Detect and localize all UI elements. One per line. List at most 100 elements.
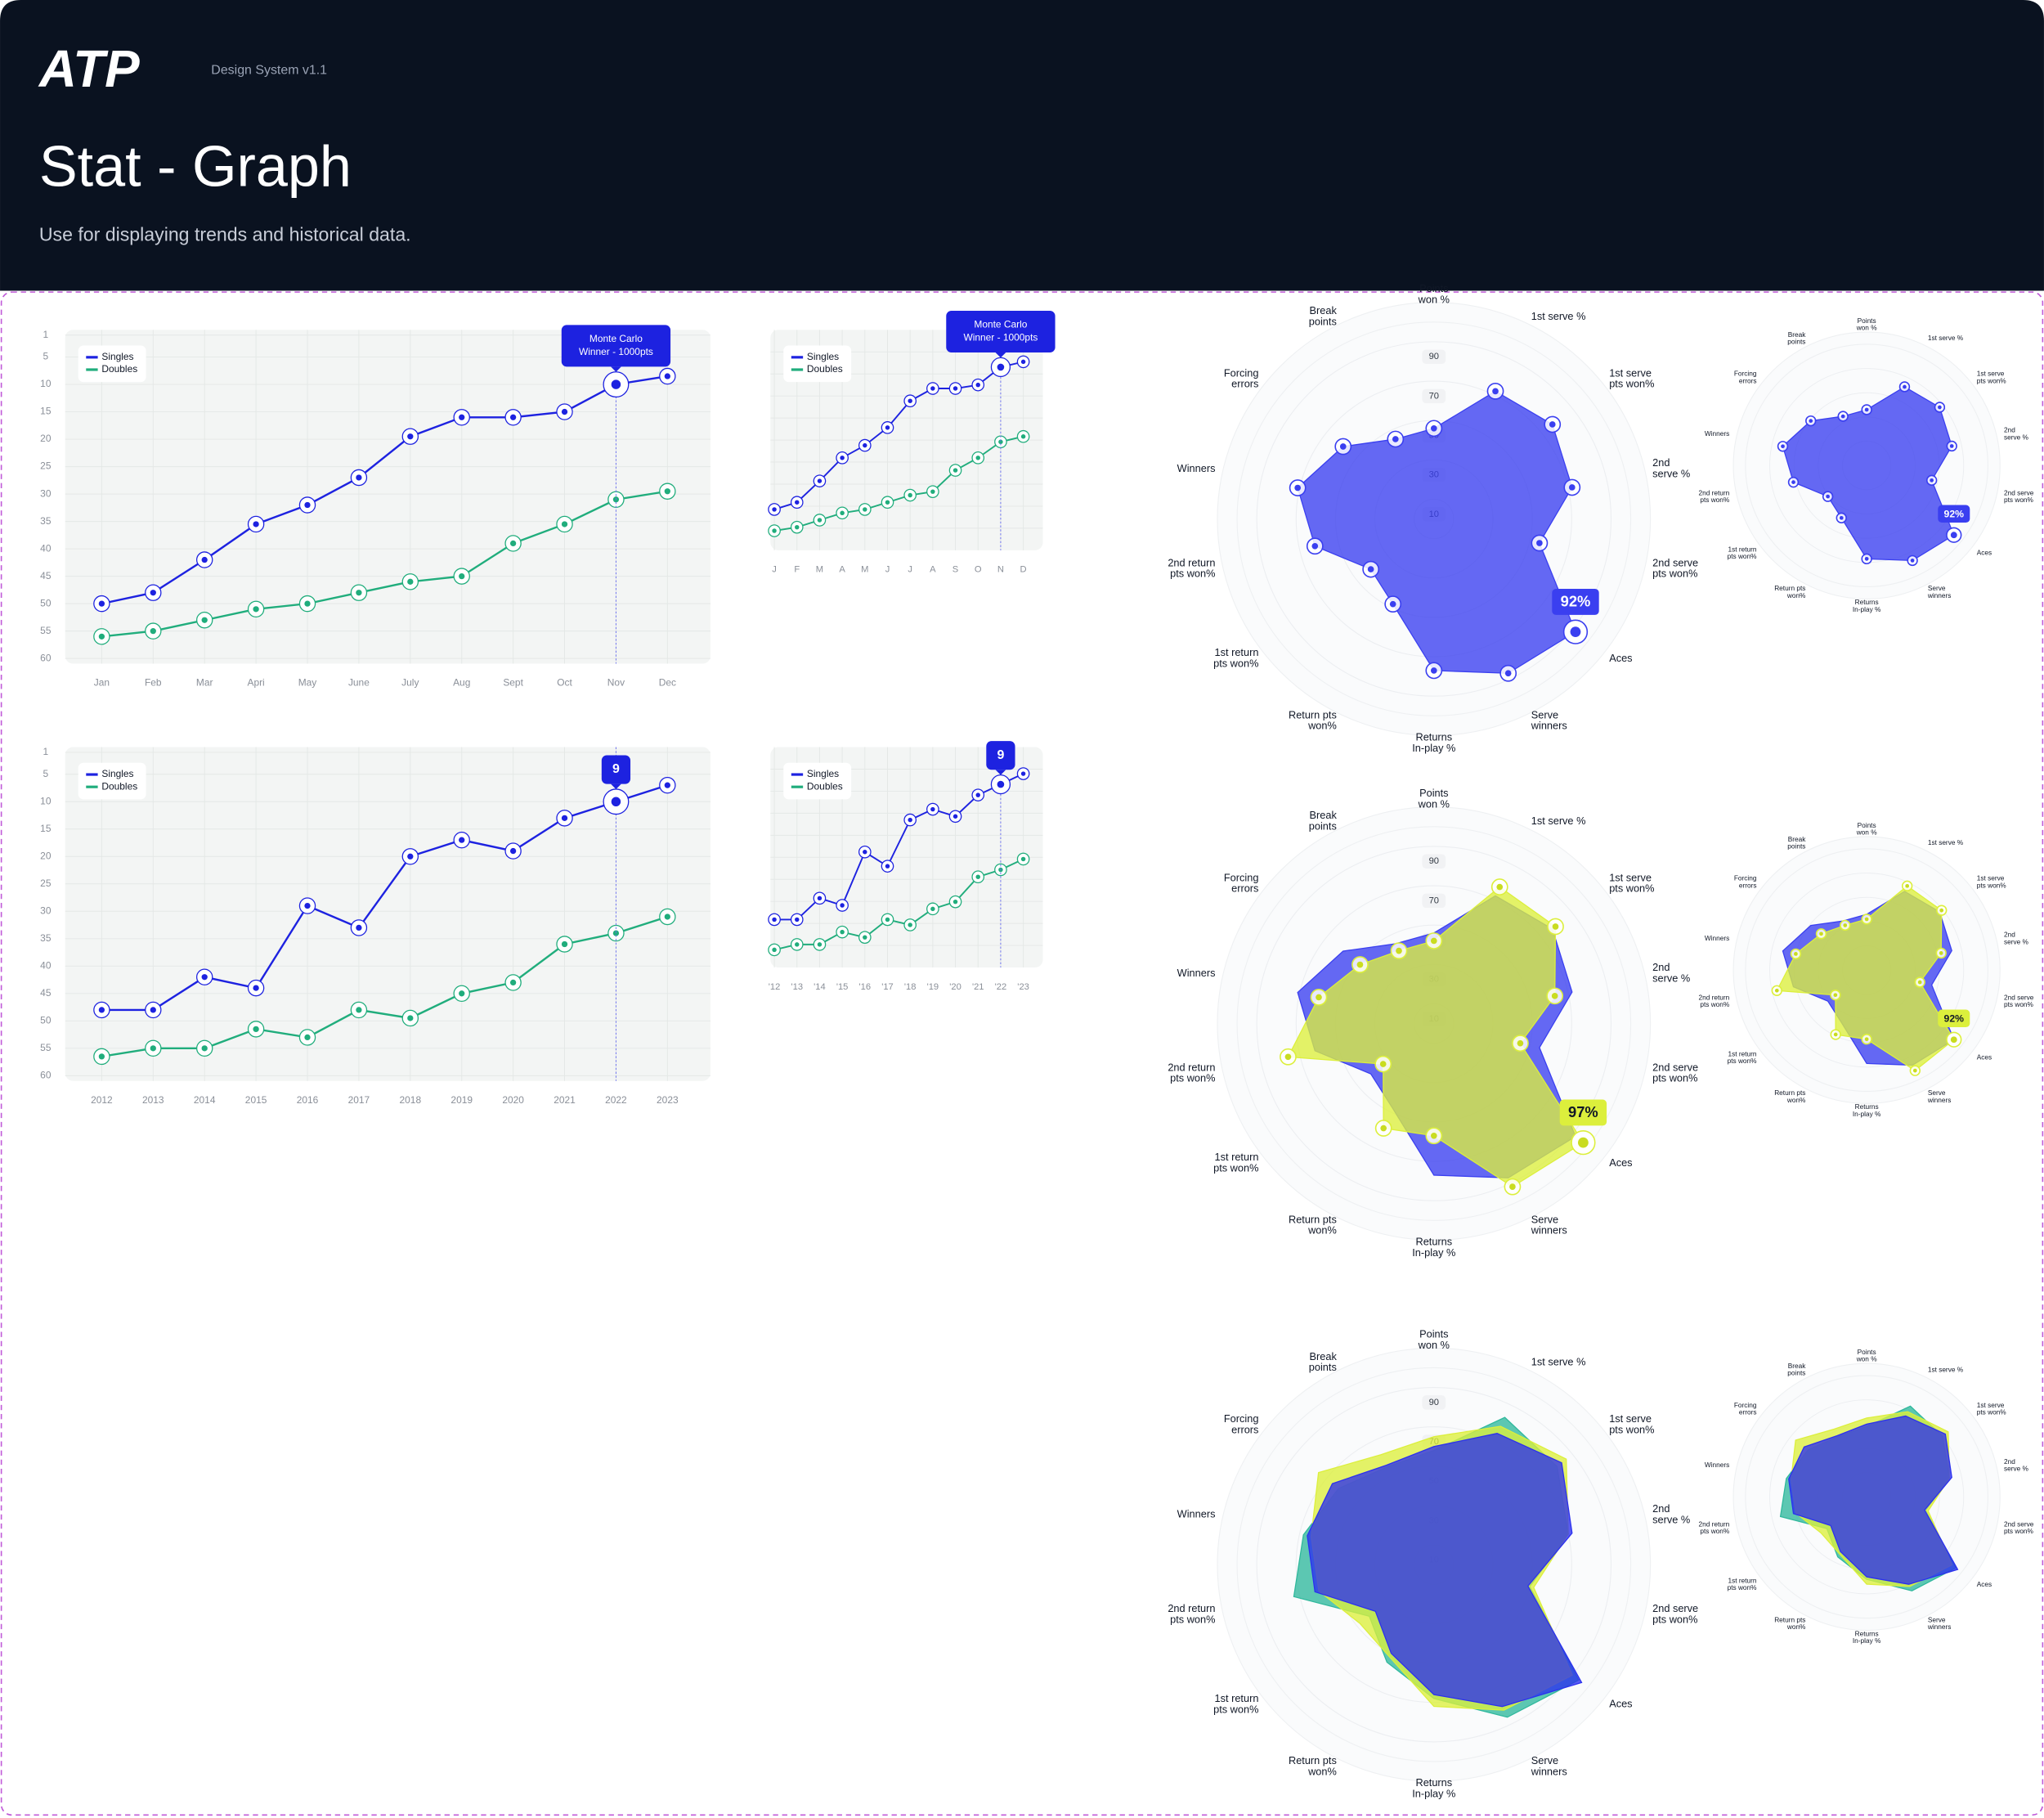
axis-label: points — [1309, 1361, 1337, 1373]
r-tick-pill — [1422, 893, 1446, 909]
axis-label: points — [1309, 316, 1337, 328]
value-label-box — [1552, 589, 1599, 615]
point-dot — [1839, 515, 1844, 520]
axis-label: pts won% — [1170, 1613, 1215, 1625]
x-tick-label: A — [839, 565, 845, 575]
axis-label: pts won% — [1700, 1000, 1730, 1008]
axis-label: 1st return — [1728, 1049, 1757, 1057]
radar-area — [1307, 1433, 1583, 1708]
point-dot — [664, 782, 670, 788]
x-tick-label: '19 — [927, 982, 939, 992]
point-dot — [1809, 419, 1813, 423]
axis-label: 2nd — [1652, 961, 1670, 973]
axis-label: winners — [1927, 1096, 1952, 1104]
axis-label: Returns — [1415, 1776, 1452, 1789]
radar-outer-ring — [1236, 826, 1632, 1221]
point-dot — [930, 386, 935, 391]
x-tick-label: 2014 — [194, 1094, 216, 1106]
point-dot — [509, 847, 517, 855]
point-dot — [975, 382, 980, 388]
axis-label: points — [1787, 338, 1805, 346]
axis-label: serve % — [1652, 972, 1690, 985]
axis-label: Points — [1858, 821, 1876, 829]
axis-label: Return pts — [1774, 584, 1805, 592]
axis-label: serve % — [1652, 1513, 1690, 1525]
series-line — [101, 490, 668, 638]
point-dot — [1781, 444, 1785, 449]
y-tick-label: 10 — [40, 378, 52, 389]
axis-label: errors — [1231, 882, 1258, 895]
axis-label: 1st serve — [1609, 1412, 1652, 1425]
r-tick-pill — [1422, 1395, 1446, 1410]
point-dot — [509, 540, 517, 547]
point-dot — [1791, 480, 1795, 484]
point-dot — [953, 899, 958, 905]
axis-label: pts won% — [1728, 552, 1758, 560]
x-tick-label: Aug — [453, 677, 470, 689]
axis-label: Aces — [1609, 1698, 1632, 1710]
annotation-text: 9 — [997, 748, 1004, 762]
y-tick-label: 30 — [40, 905, 52, 916]
x-tick-label: '14 — [814, 982, 826, 992]
point-dot — [407, 433, 414, 440]
y-tick-label: 15 — [40, 823, 52, 834]
legend-label: Singles — [101, 351, 133, 362]
header-bar — [0, 0, 2044, 291]
radar-area — [1788, 1415, 1959, 1585]
x-tick-label: J — [772, 565, 777, 575]
axis-label: pts won% — [1213, 658, 1258, 670]
point-dot — [1939, 951, 1943, 955]
point-dot — [1396, 947, 1402, 954]
point-dot — [953, 386, 958, 391]
axis-label: Forcing — [1734, 1401, 1757, 1409]
point-dot — [975, 456, 980, 460]
x-tick-label: Jan — [94, 677, 110, 689]
axis-label: winners — [1531, 1765, 1567, 1777]
axis-label: won% — [1307, 720, 1337, 732]
r-tick-pill — [1422, 349, 1446, 364]
axis-label: 2nd — [2004, 931, 2015, 939]
axis-label: won% — [1786, 1623, 1806, 1631]
point-dot — [304, 1034, 311, 1041]
x-tick-label: Oct — [557, 677, 572, 689]
axis-label: pts won% — [1700, 1527, 1730, 1535]
r-tick-label: 70 — [1429, 391, 1439, 401]
annotation-text: 9 — [612, 762, 620, 776]
axis-label: serve % — [2004, 1465, 2029, 1473]
value-label-box — [1938, 1009, 1970, 1028]
point-dot — [304, 600, 311, 607]
axis-label: In-play % — [1412, 1788, 1455, 1800]
radar-ring — [1256, 846, 1612, 1201]
point-dot — [1864, 556, 1869, 561]
legend-label: Singles — [101, 768, 133, 779]
point-dot — [953, 814, 958, 819]
point-dot — [795, 500, 800, 505]
point-dot — [1840, 414, 1845, 419]
legend-label: Doubles — [807, 780, 843, 792]
legend-box — [78, 345, 146, 383]
point-dot — [772, 507, 777, 512]
axis-label: 1st serve — [1609, 871, 1652, 883]
axis-label: won % — [1856, 1355, 1877, 1363]
axis-label: Return pts — [1289, 708, 1337, 720]
point-dot — [975, 874, 980, 879]
value-label: 92% — [1944, 508, 1965, 519]
axis-label: pts won% — [1170, 568, 1215, 580]
legend-label: Singles — [807, 351, 839, 362]
point-dot — [509, 979, 517, 986]
axis-label: Returns — [1415, 1235, 1452, 1247]
axis-label: pts won% — [2004, 1527, 2034, 1535]
annotation-box — [986, 741, 1015, 770]
point-dot — [1794, 952, 1798, 956]
axis-label: 2nd — [2004, 426, 2015, 434]
axis-label: Points — [1858, 1348, 1876, 1356]
highlight-dot — [1950, 532, 1957, 539]
y-tick-label: 50 — [40, 597, 52, 608]
x-tick-label: M — [861, 565, 868, 575]
axis-label: pts won% — [1609, 1423, 1654, 1435]
axis-label: 1st return — [1215, 1151, 1259, 1163]
point-dot — [1316, 994, 1322, 1001]
y-tick-label: 55 — [40, 1042, 52, 1053]
axis-label: won % — [1418, 1339, 1450, 1351]
point-dot — [1930, 478, 1934, 483]
